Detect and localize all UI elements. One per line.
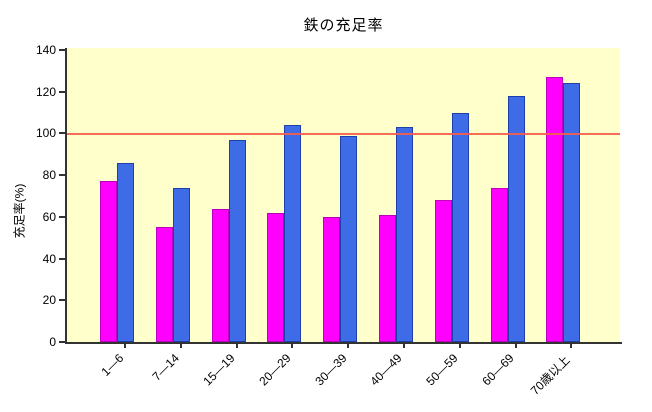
- y-tick-mark: [59, 341, 65, 343]
- bar-blue-70歳以上: [563, 83, 581, 342]
- bar-magenta-30—39: [323, 217, 341, 342]
- y-tick-mark: [59, 49, 65, 51]
- bar-blue-30—39: [340, 136, 358, 342]
- y-tick-label: 80: [42, 168, 56, 183]
- plot-area: [67, 48, 620, 342]
- reference-line-100: [67, 133, 620, 135]
- bar-magenta-50—59: [434, 200, 452, 342]
- y-tick-label: 0: [49, 335, 56, 349]
- x-tick-mark: [514, 344, 517, 348]
- x-tick-label: 50—59: [423, 351, 461, 389]
- bar-magenta-15—19: [211, 209, 229, 342]
- bar-blue-7—14: [172, 188, 190, 342]
- y-tick-label: 140: [35, 43, 56, 57]
- y-tick-label: 20: [42, 293, 56, 308]
- y-tick-mark: [59, 90, 65, 93]
- x-tick-mark: [403, 344, 405, 348]
- bar-magenta-7—14: [155, 227, 173, 342]
- x-tick-label: 30—39: [311, 351, 350, 389]
- x-tick-label: 20—29: [256, 351, 294, 389]
- y-tick-mark: [59, 299, 65, 302]
- x-tick-mark: [291, 344, 294, 348]
- x-tick-mark: [235, 344, 238, 348]
- x-tick-mark: [179, 344, 182, 348]
- x-tick-label: 40—49: [367, 351, 405, 389]
- y-axis-line: [65, 48, 67, 344]
- bar-blue-50—59: [451, 113, 469, 342]
- x-tick-mark: [347, 344, 350, 348]
- x-tick-label: 60—69: [479, 351, 517, 389]
- bar-blue-40—49: [396, 127, 413, 342]
- chart-title: 鉄の充足率: [303, 17, 384, 34]
- bar-magenta-60—69: [490, 188, 508, 342]
- y-tick-mark: [59, 174, 65, 177]
- y-tick-label: 60: [42, 209, 56, 224]
- x-tick-label: 7—14: [149, 351, 182, 384]
- bar-magenta-1—6: [100, 181, 117, 342]
- bar-blue-20—29: [284, 125, 302, 342]
- x-tick-label: 15—19: [200, 351, 238, 389]
- bar-blue-1—6: [117, 163, 134, 342]
- y-tick-mark: [59, 215, 65, 218]
- x-tick-label: 1—6: [98, 351, 126, 379]
- x-tick-mark: [124, 344, 126, 348]
- y-tick-label: 100: [35, 126, 56, 141]
- bar-magenta-20—29: [267, 213, 285, 342]
- x-axis-line: [65, 342, 622, 344]
- y-tick-label: 40: [42, 251, 56, 266]
- bar-magenta-70歳以上: [546, 77, 564, 342]
- bar-magenta-40—49: [379, 215, 396, 342]
- y-tick-mark: [59, 257, 65, 260]
- y-tick-mark: [59, 132, 65, 135]
- bar-blue-60—69: [507, 96, 525, 342]
- bar-blue-15—19: [228, 140, 246, 342]
- x-tick-mark: [458, 344, 461, 348]
- x-tick-label: 70歳以上: [527, 352, 573, 398]
- y-tick-label: 120: [35, 84, 56, 99]
- x-tick-mark: [570, 344, 573, 348]
